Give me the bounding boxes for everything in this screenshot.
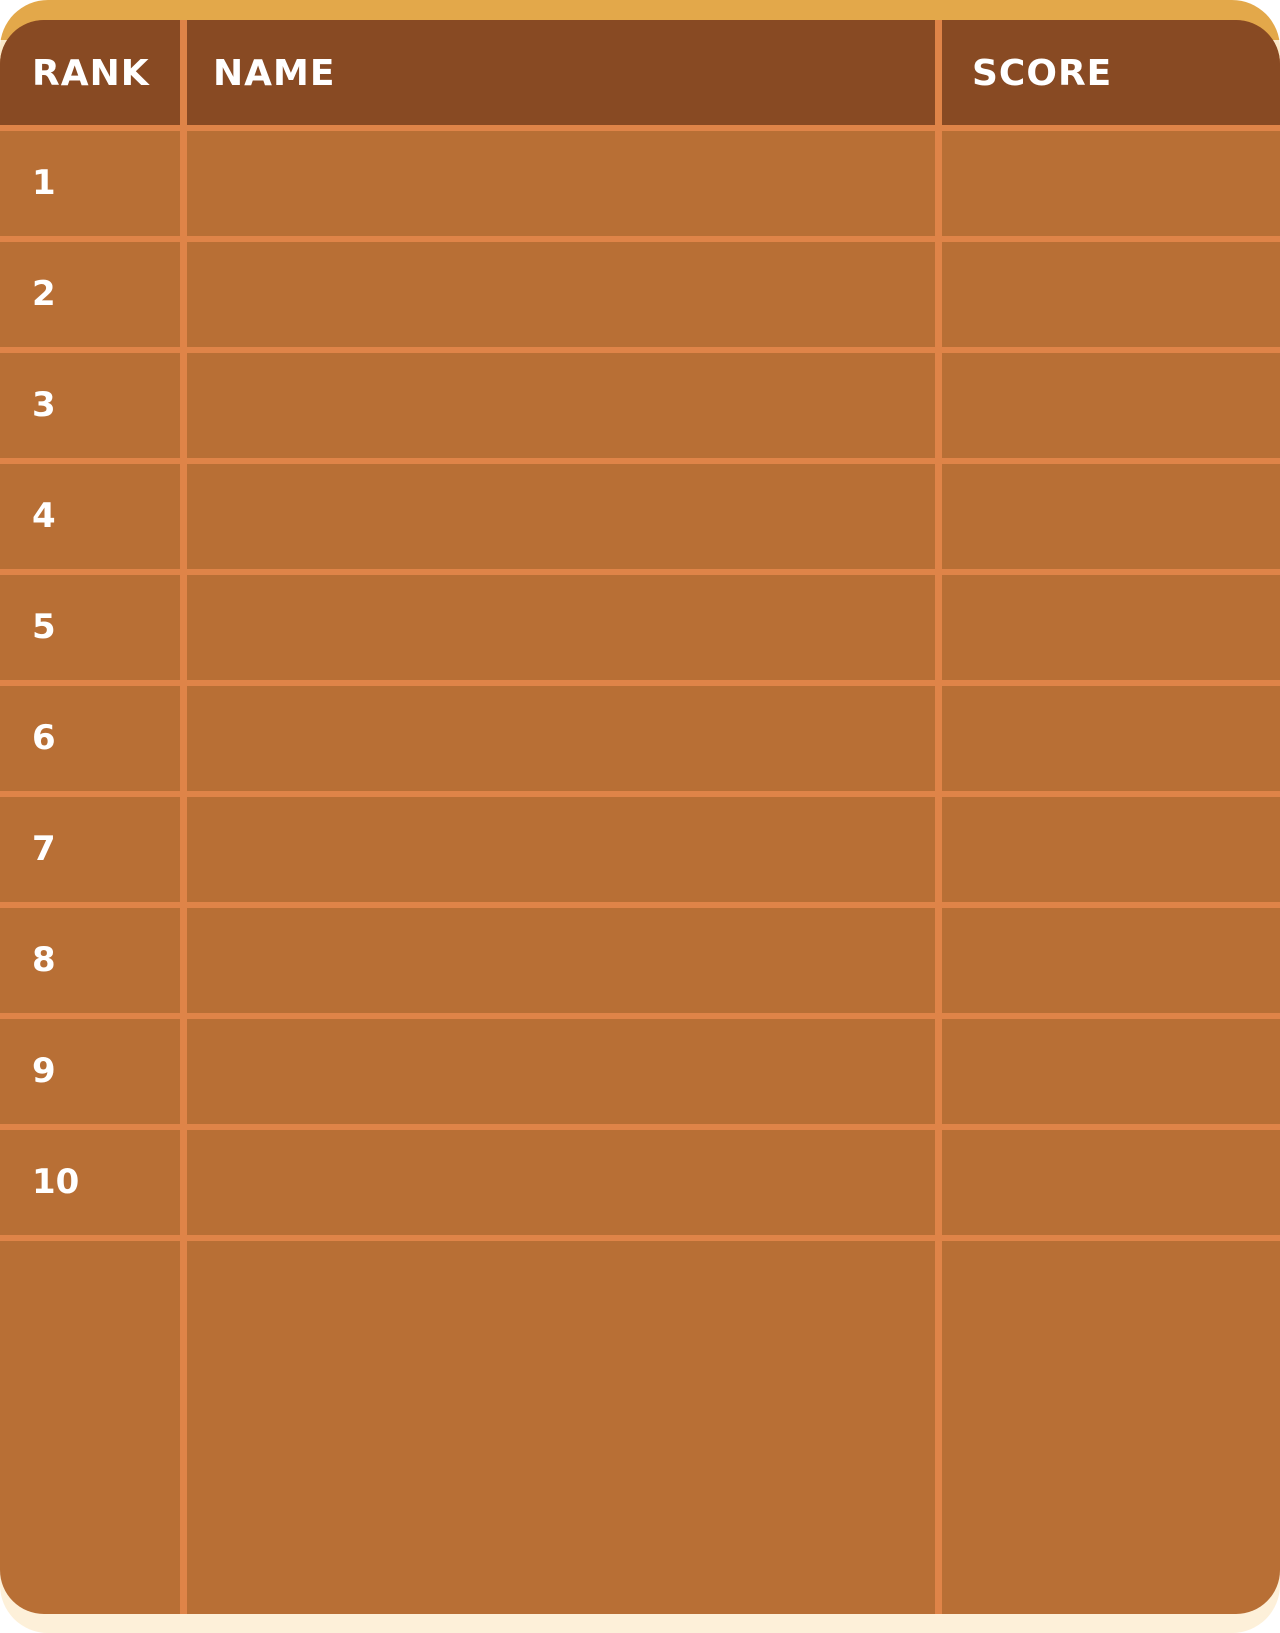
rank-number: 10 [32, 1162, 80, 1202]
row-divider [0, 1124, 1280, 1130]
row-divider [0, 680, 1280, 686]
row-divider [0, 458, 1280, 464]
rank-number: 4 [32, 496, 56, 536]
rank-number: 5 [32, 607, 56, 647]
row-divider [0, 902, 1280, 908]
header-name: NAME [213, 53, 336, 94]
row-divider [0, 347, 1280, 353]
rank-number: 8 [32, 940, 56, 980]
row-divider [0, 791, 1280, 797]
header-rank: RANK [32, 53, 150, 94]
rank-number: 6 [32, 718, 56, 758]
rank-number: 3 [32, 385, 56, 425]
row-divider [0, 1013, 1280, 1019]
row-divider [0, 569, 1280, 575]
rank-number: 2 [32, 274, 56, 314]
leaderboard-table: RANK NAME SCORE 1 2 3 4 5 6 7 8 9 10 [0, 20, 1280, 1614]
column-divider-rank [180, 20, 187, 1614]
rank-number: 1 [32, 163, 56, 203]
rank-number: 9 [32, 1051, 56, 1091]
header-score: SCORE [972, 53, 1113, 94]
row-divider [0, 1235, 1280, 1241]
table-header: RANK NAME SCORE [0, 20, 1280, 128]
row-divider [0, 125, 1280, 131]
rank-number: 7 [32, 829, 56, 869]
row-divider [0, 236, 1280, 242]
column-divider-name [935, 20, 942, 1614]
